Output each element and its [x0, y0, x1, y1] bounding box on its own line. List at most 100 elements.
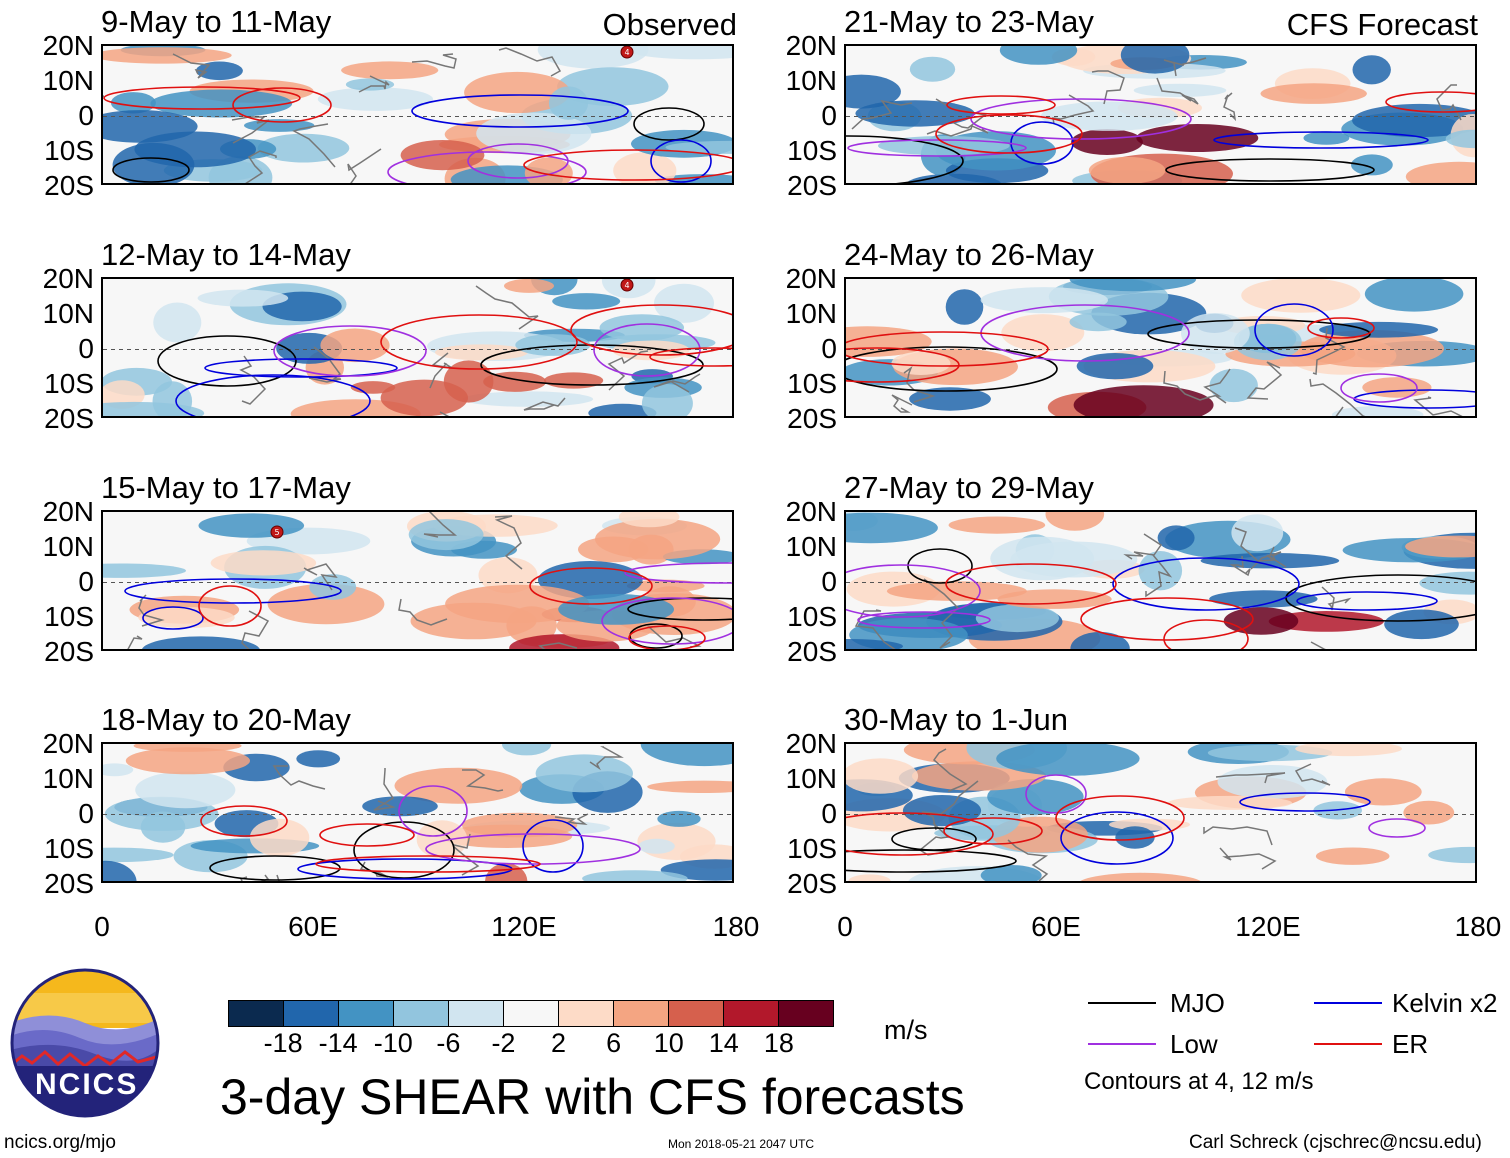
- shear-anomaly-blob: [980, 287, 1108, 314]
- coastline: [903, 365, 936, 403]
- wave-contour-mjo: [480, 344, 704, 386]
- lat-label: 20S: [44, 868, 94, 899]
- lat-label: 10N: [42, 65, 94, 96]
- shear-field: 5: [103, 512, 732, 649]
- wave-contour-low: [1368, 818, 1426, 838]
- panel-title: 9-May to 11-May: [101, 4, 332, 39]
- lon-label-right-180: 180: [1454, 911, 1502, 942]
- shear-anomaly-blob: [1045, 512, 1105, 531]
- shear-anomaly-blob: [1260, 83, 1367, 104]
- coastline: [926, 124, 989, 137]
- coastline: [423, 512, 458, 538]
- wave-contour-er: [198, 585, 262, 627]
- wave-contour-kelvin-x2: [1060, 811, 1174, 865]
- lat-label: 20S: [44, 170, 94, 201]
- wave-contour-mjo: [907, 548, 973, 584]
- shear-anomaly-blob: [1071, 129, 1143, 155]
- shear-field: [846, 512, 1475, 649]
- wave-contour-mjo: [209, 855, 341, 881]
- wave-contour-low: [601, 597, 732, 645]
- colorbar-tick-label: -10: [373, 1028, 413, 1058]
- shear-anomaly-blob: [647, 780, 732, 793]
- wave-contour-er: [943, 817, 1043, 845]
- lat-label: 0: [78, 333, 94, 364]
- colorbar-tick-label: -2: [491, 1028, 516, 1058]
- colorbar-tick-label: 18: [763, 1028, 794, 1058]
- shear-anomaly-blob: [138, 607, 235, 629]
- ncics-logo: [10, 968, 160, 1118]
- lon-label-right-120e: 120E: [1235, 911, 1301, 942]
- wave-contour-kelvin-x2: [1239, 792, 1371, 812]
- shear-anomaly-blob: [535, 754, 633, 793]
- coastline: [303, 563, 338, 591]
- coastline: [523, 397, 566, 411]
- shear-anomaly-blob: [125, 747, 250, 775]
- coastline: [241, 610, 270, 649]
- wave-contour-kelvin-x2: [522, 819, 584, 873]
- shear-anomaly-blob: [1109, 818, 1190, 831]
- lat-label: 10S: [44, 601, 94, 632]
- wave-contour-mjo: [1147, 319, 1371, 349]
- panel-title: 15-May to 17-May: [101, 470, 351, 505]
- panel-title: 12-May to 14-May: [101, 237, 351, 272]
- shear-anomaly-blob: [320, 328, 390, 363]
- lat-label: 20S: [44, 403, 94, 434]
- shear-anomaly-blob: [1069, 279, 1197, 292]
- coastline: [272, 765, 326, 790]
- shear-anomaly-blob: [902, 795, 982, 827]
- colorbar-segment: [449, 1001, 504, 1026]
- shear-anomaly-blob: [1405, 161, 1475, 183]
- shear-anomaly-blob: [665, 140, 732, 154]
- shear-anomaly-blob: [1120, 46, 1190, 74]
- shear-anomaly-blob: [544, 372, 604, 389]
- coastline: [429, 352, 453, 389]
- panel-title: 18-May to 20-May: [101, 702, 351, 737]
- coastline: [411, 53, 457, 69]
- shear-anomaly-blob: [1136, 124, 1259, 152]
- shear-anomaly-blob: [317, 87, 433, 111]
- shear-anomaly-blob: [110, 92, 156, 114]
- coastline: [358, 75, 390, 93]
- legend-line-low: [1088, 1043, 1156, 1045]
- coastline: [359, 861, 389, 878]
- storm-marker-label: 4: [624, 48, 629, 57]
- wave-contour-er: [1080, 597, 1254, 641]
- coastline: [1203, 826, 1273, 846]
- shear-anomaly-blob: [1069, 312, 1127, 332]
- shear-map-panel: 4: [101, 277, 734, 418]
- lat-label: 10S: [787, 368, 837, 399]
- lat-label: 20N: [785, 30, 837, 61]
- shear-anomaly-blob: [641, 384, 693, 416]
- shear-anomaly-blob: [846, 639, 903, 649]
- shear-anomaly-blob: [1403, 800, 1455, 825]
- wave-contour-mjo: [846, 135, 964, 183]
- wave-contour-er: [945, 563, 1117, 605]
- shear-anomaly-blob: [891, 351, 951, 375]
- wave-contour-kelvin-x2: [411, 94, 629, 128]
- wave-contour-low: [1025, 774, 1087, 814]
- shear-anomaly-blob: [1445, 129, 1475, 149]
- shear-anomaly-blob: [1295, 744, 1402, 757]
- lat-label: 10S: [787, 135, 837, 166]
- wave-contour-low: [398, 785, 468, 837]
- wave-contour-low: [857, 611, 991, 629]
- shear-anomaly-blob: [999, 46, 1078, 65]
- lat-label: 20S: [787, 868, 837, 899]
- shear-anomaly-blob: [1419, 571, 1475, 595]
- coastline: [1145, 554, 1173, 598]
- coastline: [1123, 533, 1163, 560]
- shear-anomaly-blob: [197, 289, 289, 307]
- wave-contour-mjo: [157, 335, 297, 387]
- lat-label: 10S: [44, 368, 94, 399]
- shear-anomaly-blob: [478, 557, 538, 594]
- coastline: [1321, 586, 1352, 611]
- shear-anomaly-blob: [1364, 279, 1464, 312]
- wave-contour-mjo: [846, 849, 1017, 873]
- shear-anomaly-blob: [582, 870, 688, 881]
- website-label: ncics.org/mjo: [4, 1132, 116, 1153]
- colorbar-segment: [779, 1001, 833, 1026]
- shear-anomaly-blob: [613, 152, 677, 183]
- shear-anomaly-blob: [210, 550, 317, 576]
- shear-map-panel: [101, 742, 734, 883]
- shear-anomaly-blob: [945, 289, 984, 325]
